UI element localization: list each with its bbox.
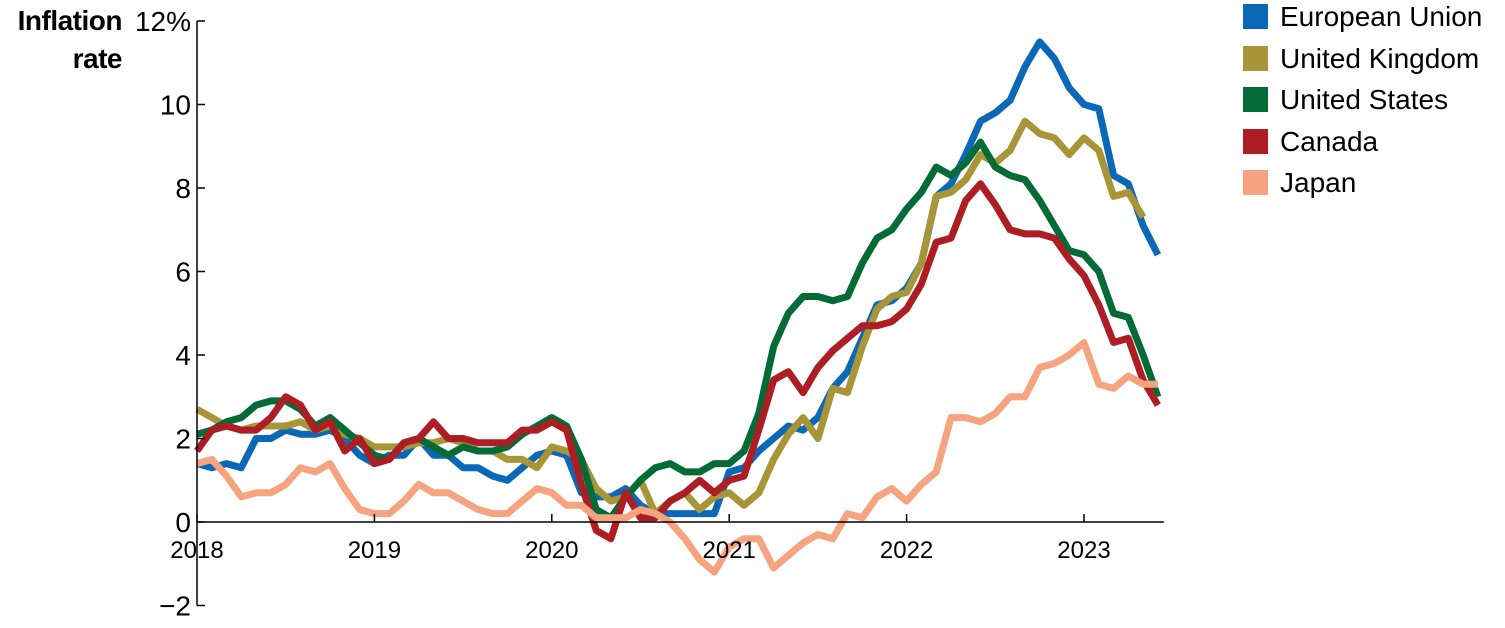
series-line-japan — [196, 339, 1158, 576]
series-line-canada — [194, 180, 1161, 543]
legend-label: United States — [1280, 84, 1449, 115]
legend-label: Canada — [1280, 125, 1379, 157]
axes-layer: −2 0 2 4 6 8 10 12% 2018 2019 2020 2021 2022 2023 — [135, 6, 1164, 622]
y-tick-label: 2 — [175, 424, 191, 455]
legend-swatch — [1243, 87, 1268, 112]
x-tick-label: 2021 — [703, 537, 756, 564]
y-tick-label: 12% — [135, 6, 191, 37]
legend-label: Japan — [1280, 167, 1357, 198]
x-tick-label: 2022 — [880, 537, 933, 564]
legend-swatch — [1243, 170, 1268, 195]
y-tick-label: 4 — [175, 340, 191, 371]
series-layer — [194, 38, 1162, 576]
x-tick-label: 2018 — [170, 537, 223, 564]
x-tick-label: 2019 — [348, 537, 401, 564]
y-tick-label: 6 — [175, 257, 191, 288]
legend-swatch — [1243, 4, 1268, 29]
legend-swatch — [1243, 128, 1268, 154]
x-tick-label: 2023 — [1057, 537, 1110, 564]
x-tick-label: 2020 — [525, 537, 578, 564]
legend-label: United Kingdom — [1280, 42, 1480, 74]
y-tick-label: −2 — [159, 591, 191, 622]
legend-swatch — [1243, 45, 1268, 71]
series-line-united-states — [196, 138, 1162, 522]
y-tick-label: 10 — [160, 90, 191, 121]
y-tick-label: 0 — [175, 507, 191, 538]
y-axis-label: Inflation rate — [17, 5, 123, 74]
series-line-united-kingdom — [195, 117, 1147, 518]
y-tick-label: 8 — [175, 173, 191, 204]
legend-label: European Union — [1280, 1, 1483, 32]
series-line-european-union — [196, 38, 1162, 518]
